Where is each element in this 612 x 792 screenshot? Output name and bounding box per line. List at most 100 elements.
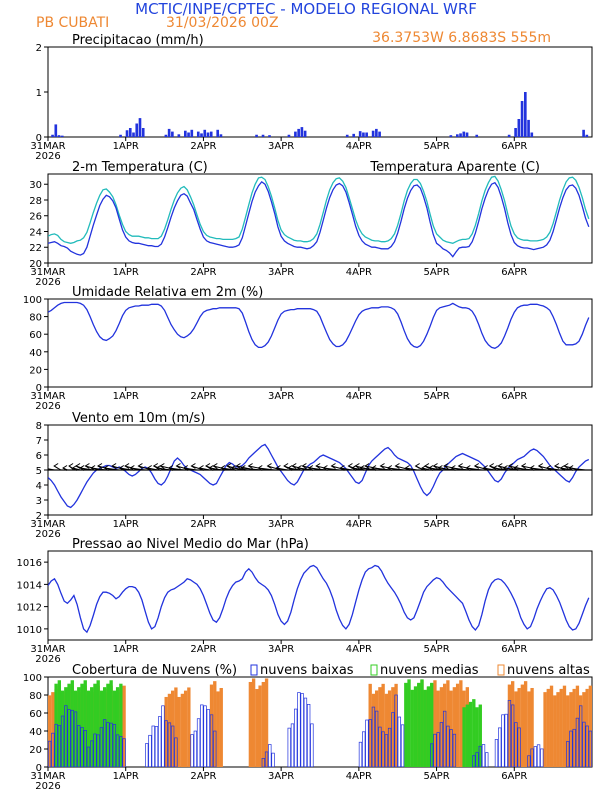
precip-bar <box>303 130 307 137</box>
cloud-bar <box>472 755 476 767</box>
cloud-bar <box>507 684 512 767</box>
x-tick-label: 3APR <box>268 771 294 782</box>
cloud-bar <box>514 722 518 767</box>
plot-area <box>48 443 592 509</box>
y-tick-label: 40 <box>29 727 42 738</box>
cloud-bar <box>167 693 172 767</box>
y-tick-label: 4 <box>36 481 42 492</box>
wind-arrowhead <box>68 463 74 469</box>
cloud-bar <box>569 692 573 767</box>
cloud-bar <box>446 680 450 767</box>
x-tick-label: 5APR <box>423 391 449 402</box>
plot-area <box>48 678 592 767</box>
wind-arrowhead <box>266 463 272 469</box>
cloud-bar <box>196 718 201 767</box>
precip-bar <box>465 132 469 137</box>
y-tick-label: 80 <box>29 691 42 702</box>
wind-arrowhead <box>118 465 125 471</box>
panel-pres: 1010 1012 1014 1016 31MAR 1APR 2APR 3APR 4APR 5AP… <box>17 537 593 665</box>
cloud-bar <box>452 733 457 767</box>
legend-swatch <box>497 664 505 676</box>
wind-arrowhead <box>190 463 196 469</box>
precip-bar <box>268 135 271 137</box>
cloud-bar <box>459 680 463 767</box>
cloud-bar <box>523 681 528 767</box>
x-tick-label: 6APR <box>501 141 527 152</box>
precip-bar <box>300 127 304 137</box>
wind-arrowhead <box>275 465 281 471</box>
cloud-bar <box>504 713 508 767</box>
precip-bar <box>167 128 171 137</box>
cloud-bar <box>96 680 100 767</box>
cloud-bar <box>70 680 74 767</box>
x-tick-label: 6APR <box>501 267 527 278</box>
cloud-bar <box>200 704 204 767</box>
wind-arrow <box>530 467 547 471</box>
cloud-bar <box>439 722 444 767</box>
precip-bar <box>475 134 479 137</box>
wind-arrowhead <box>182 465 189 471</box>
cloud-bar <box>566 741 570 767</box>
y-tick-label: 8 <box>36 421 42 432</box>
cloud-bar <box>57 680 62 767</box>
y-tick-label: 100 <box>23 295 42 306</box>
wind-arrowhead <box>450 465 456 471</box>
x-tick-label: 5APR <box>423 771 449 782</box>
cloud-bar <box>556 692 560 767</box>
y-tick-label: 28 <box>29 196 42 207</box>
cloud-bar <box>106 683 110 767</box>
cloud-bar <box>251 678 256 767</box>
cloud-bar <box>536 744 541 767</box>
legend-apparent: Temperatura Aparente (C) <box>369 160 540 175</box>
wind-arrow <box>183 467 198 471</box>
cloud-bar <box>472 699 476 767</box>
cloud-bar <box>60 690 65 767</box>
cloud-bar <box>51 692 55 767</box>
precip-bar <box>365 132 368 137</box>
precip-bar <box>60 135 64 137</box>
cloud-bar <box>90 740 94 767</box>
x-year-label: 2026 <box>35 654 60 665</box>
cloud-bar <box>530 687 534 767</box>
cloud-bar <box>407 679 411 767</box>
cloud-bar <box>468 701 473 767</box>
x-tick-label: 1APR <box>113 267 139 278</box>
wind-arrowhead <box>307 465 314 471</box>
wind-arrowhead <box>379 463 385 469</box>
cloud-bar <box>365 719 369 767</box>
cloud-bar <box>83 730 87 767</box>
precip-bar <box>184 130 187 137</box>
y-tick-label: 7 <box>36 436 42 447</box>
cloud-bar <box>462 707 466 767</box>
wind-arrow <box>91 467 107 471</box>
cloud-bar <box>310 723 314 767</box>
wind-arrow <box>451 467 470 471</box>
header-city: PB CUBATI <box>36 15 109 31</box>
legend-swatch <box>250 664 258 676</box>
cloud-bar <box>410 689 414 767</box>
wind-arrowhead <box>62 465 68 471</box>
cloud-bar <box>90 687 94 767</box>
cloud-bar <box>268 744 272 767</box>
precip-bar <box>527 119 530 137</box>
cloud-bar <box>67 709 71 767</box>
wind-arrowhead <box>167 465 174 471</box>
wind-arrowhead <box>424 463 430 469</box>
panel-precip: 0 1 2 31MAR 1APR 2APR 3APR 4APR 5APR 6APR 2026 Prec… <box>30 33 593 162</box>
wind-arrowhead <box>71 465 78 471</box>
precip-bar <box>362 132 365 137</box>
x-tick-label: 6APR <box>501 644 527 655</box>
wind-arrowhead <box>330 463 336 469</box>
cloud-bar <box>371 706 376 767</box>
wind-arrowhead <box>111 463 117 469</box>
x-year-label: 2026 <box>35 529 60 540</box>
cloud-bar <box>417 682 421 767</box>
x-tick-label: 6APR <box>501 391 527 402</box>
x-tick-label: 31MAR <box>30 519 65 530</box>
panel-title: 2-m Temperatura (C) <box>72 160 208 175</box>
cloud-bar <box>433 680 437 767</box>
y-tick-label: 1010 <box>17 625 42 636</box>
wind-arrowhead <box>84 463 90 469</box>
precip-bar <box>187 132 190 137</box>
cloud-bar <box>381 683 385 767</box>
